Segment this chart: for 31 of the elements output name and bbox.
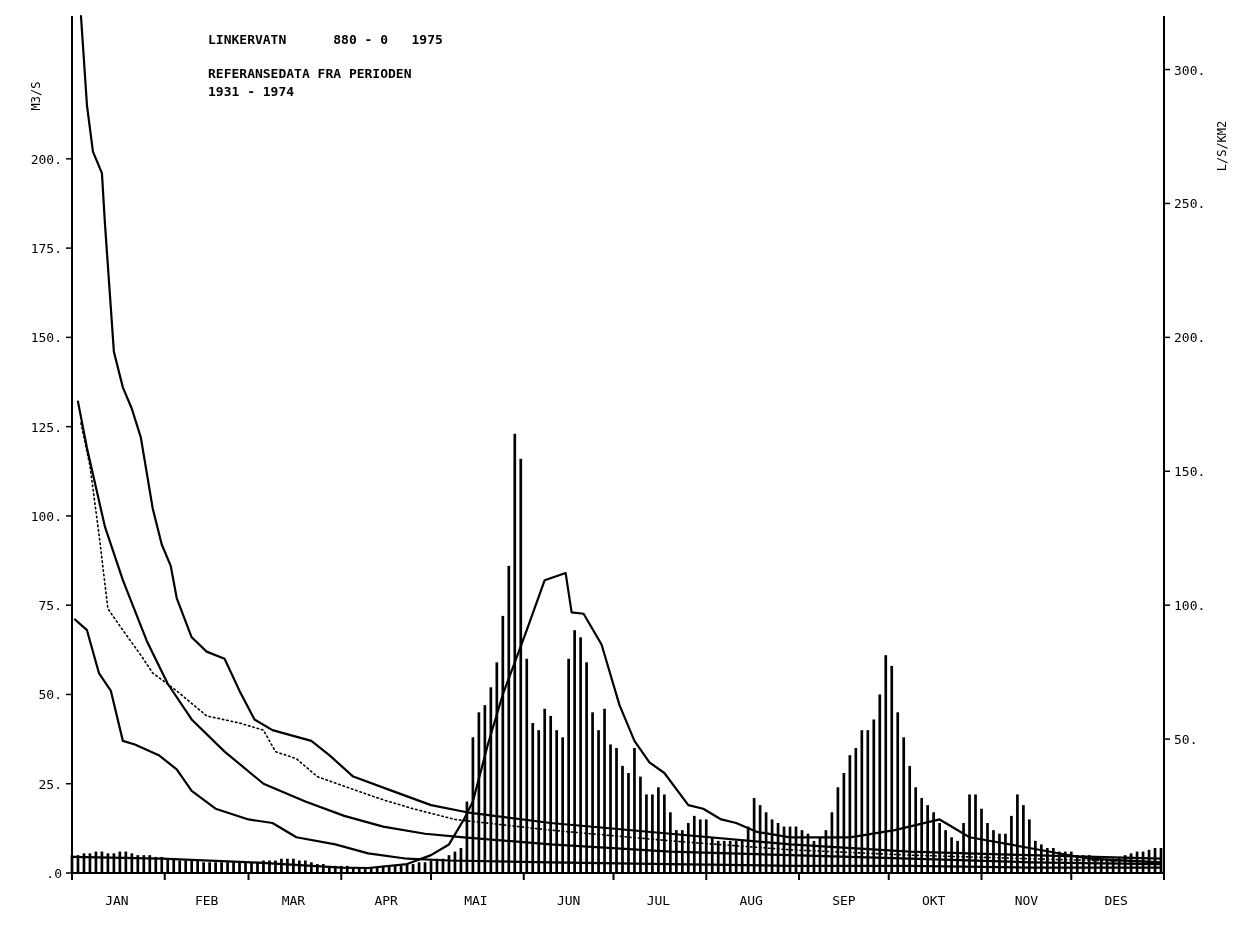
x-tick-label: NOV	[1014, 893, 1039, 908]
y2-tick-label: 200.	[1174, 330, 1206, 346]
y2-tick-label: 50.	[1174, 732, 1198, 748]
y2-tick-label: 300.	[1174, 62, 1206, 78]
x-tick-label: MAI	[464, 893, 488, 908]
x-tick-label: JUN	[556, 893, 581, 908]
x-tick-label: JUL	[646, 893, 671, 908]
y-tick-label: .0	[46, 866, 62, 881]
y-tick-label: 75.	[38, 598, 62, 614]
x-tick-label: MAR	[281, 893, 306, 908]
x-tick-label: DES	[1104, 893, 1128, 908]
x-tick-label: APR	[374, 893, 399, 908]
y-tick-label: 200.	[30, 151, 62, 167]
x-tick-label: JAN	[105, 893, 129, 908]
y-tick-label: 50.	[38, 687, 62, 703]
y-tick-label: 175.	[30, 241, 62, 257]
y2-tick-label: 100.	[1174, 598, 1206, 614]
x-tick-label: FEB	[194, 893, 219, 908]
y-tick-label: 100.	[30, 508, 62, 524]
text: REFERANSEDATA FRA PERIODEN 1931 - 1974	[208, 66, 412, 99]
x-tick-label: AUG	[739, 893, 764, 908]
x-tick-label: OKT	[921, 893, 946, 908]
y2-tick-label: 150.	[1174, 464, 1206, 480]
text: LINKERVATN 880 - 0 1975	[208, 32, 443, 47]
y-axis-title: M3/S	[29, 81, 43, 111]
y-tick-label: 150.	[30, 330, 62, 346]
y-tick-label: 25.	[38, 776, 62, 792]
y2-axis-title: L/S/KM2	[1215, 120, 1229, 172]
x-tick-label: SEP	[832, 893, 856, 908]
y2-tick-label: 250.	[1174, 196, 1206, 212]
y-tick-label: 125.	[30, 419, 62, 435]
